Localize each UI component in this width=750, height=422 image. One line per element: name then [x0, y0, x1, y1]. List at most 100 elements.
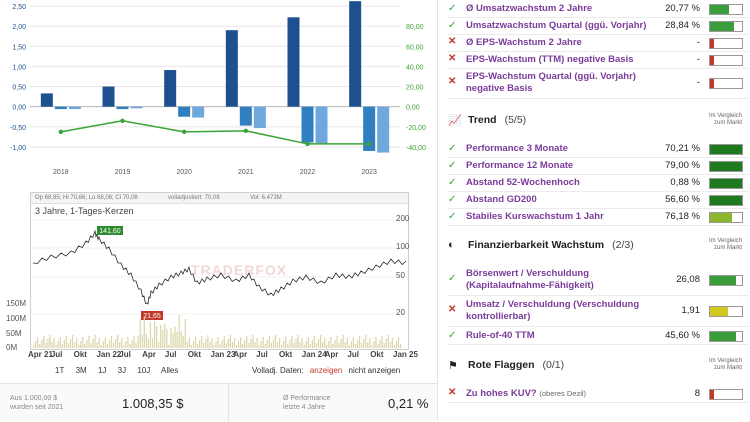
right-tick-label: 40,00: [406, 64, 424, 71]
volume-readout: Vol: 6.473M: [250, 195, 282, 201]
left-tick-label: 0,50: [12, 85, 26, 92]
range-1j-button[interactable]: 1J: [97, 366, 107, 375]
trend-chart-icon: 📈: [448, 115, 462, 127]
criteria-label-line1: Börsenwert / Verschuldung: [466, 268, 589, 279]
volume-bar: [367, 342, 369, 348]
stock-x-tick-label: Okt: [278, 350, 293, 359]
volume-bar: [205, 339, 207, 348]
volume-bar: [180, 331, 182, 348]
compare-line2: zum Markt: [713, 365, 742, 371]
volume-bar: [59, 337, 61, 348]
volume-bar: [213, 345, 215, 348]
volume-bar: [342, 335, 344, 348]
score-bar-fill: [710, 145, 742, 154]
volume-bar: [69, 339, 72, 348]
cross-icon: ✕: [448, 36, 457, 47]
volladj-show-link[interactable]: anzeigen: [309, 366, 343, 375]
check-icon: ✓: [448, 330, 457, 341]
criteria-label: Börsenwert / Verschuldung (Kapitalaufnah…: [466, 268, 594, 292]
volume-bar: [207, 335, 209, 348]
volume-bar: [242, 344, 244, 348]
volume-bar: [283, 341, 285, 348]
perf-label-line1: Ø Performance: [283, 395, 331, 402]
range-3j-button[interactable]: 3J: [117, 366, 127, 375]
summary-bar: Aus 1.000,00 $ wurden seit 2021 1.008,35…: [0, 383, 437, 422]
volume-bar: [395, 341, 398, 348]
volume-bar: [123, 345, 125, 348]
stock-chart[interactable]: Op 68,85; Hi 70,66; Lo 68,06; Cl 70,08 v…: [30, 192, 409, 350]
volume-bar: [153, 321, 156, 348]
volume-bar: [149, 322, 152, 348]
volume-bar: [176, 332, 178, 348]
criteria-value: 70,21 %: [665, 143, 700, 154]
perf-label-line2: letzte 4 Jahre: [283, 404, 326, 411]
criteria-label: Abstand GD200: [466, 194, 537, 205]
range-1t-button[interactable]: 1T: [55, 366, 65, 375]
criteria-value: 76,18 %: [665, 211, 700, 222]
volume-bar: [221, 340, 223, 348]
volume-bar: [354, 344, 357, 348]
volume-bar: [252, 335, 254, 348]
score-bar: [709, 331, 743, 342]
invest-label-line1: Aus 1.000,00 $: [10, 395, 58, 402]
range-alles-button[interactable]: Alles: [161, 366, 179, 375]
volume-bar: [399, 344, 402, 348]
volume-bar: [238, 341, 240, 348]
volladj-hide-link[interactable]: nicht anzeigen: [348, 366, 401, 375]
trend-count: (5/5): [504, 114, 527, 126]
volume-bar: [125, 341, 127, 348]
volume-bar: [199, 340, 201, 348]
volume-bar: [311, 340, 313, 348]
criteria-row: ✕ EPS-Wachstum Quartal (ggü. Vorjahr) ne…: [448, 68, 748, 99]
criteria-label-line2: kontrollierbar): [466, 311, 531, 322]
volume-bar: [65, 336, 67, 348]
volume-bar: [348, 345, 350, 348]
check-icon: ✓: [448, 20, 457, 31]
volume-bar: [352, 337, 354, 348]
growth-line-point: [120, 118, 125, 123]
stock-x-tick-label: Jan 23: [210, 350, 236, 359]
low-marker-label: 21,65: [143, 313, 161, 320]
volume-bar: [385, 339, 387, 348]
stock-x-tick-label: Jul: [256, 350, 268, 359]
stock-legend: Op 68,85; Hi 70,66; Lo 68,06; Cl 70,08 v…: [31, 193, 408, 204]
volume-bar: [276, 342, 279, 348]
year-tick-label: 2018: [53, 169, 69, 176]
volume-bar: [211, 338, 213, 348]
compare-note: Im Vergleich zum Markt: [709, 238, 742, 252]
volume-bar: [143, 318, 145, 348]
criteria-row: ✓ Umsatzwachstum Quartal (ggü. Vorjahr) …: [448, 17, 748, 35]
stock-x-tick-label: Apr: [324, 350, 339, 359]
volume-bar: [219, 344, 221, 348]
check-icon: ✓: [448, 273, 457, 284]
growth-bar: [253, 106, 266, 129]
criteria-row: ✓ Performance 3 Monate 70,21 %: [448, 140, 748, 158]
criteria-value: 1,91: [681, 305, 701, 316]
range-3m-button[interactable]: 3M: [75, 366, 87, 375]
range-10j-button[interactable]: 10J: [137, 366, 151, 375]
growth-line-point: [305, 141, 310, 147]
compare-line2: zum Markt: [713, 245, 742, 251]
volume-tick: 100M: [6, 314, 27, 323]
check-icon: ✓: [448, 160, 457, 171]
volume-bar: [254, 342, 256, 348]
cross-icon: ✕: [448, 76, 457, 87]
criteria-row: ✕ Umsatz / Verschuldung (Verschuldung ko…: [448, 296, 748, 327]
volume-bar: [184, 319, 186, 348]
score-bar: [709, 195, 743, 206]
volume-bar: [332, 344, 334, 348]
adjusted-readout: volladjustiert: 70,08: [168, 195, 220, 201]
volume-bar: [358, 336, 361, 348]
score-bar: [709, 21, 743, 32]
compare-line1: Im Vergleich: [708, 358, 742, 364]
score-bar: [709, 144, 743, 155]
growth-bar: [54, 106, 67, 110]
finanz-count: (2/3): [612, 239, 634, 251]
volume-bar: [104, 337, 106, 348]
stock-x-tick-label: Okt: [73, 350, 87, 359]
year-tick-label: 2020: [176, 169, 192, 176]
volume-bar: [102, 341, 104, 348]
criteria-label: Performance 12 Monate: [466, 160, 574, 171]
year-tick-label: 2022: [300, 169, 316, 176]
volume-bar: [248, 343, 250, 348]
